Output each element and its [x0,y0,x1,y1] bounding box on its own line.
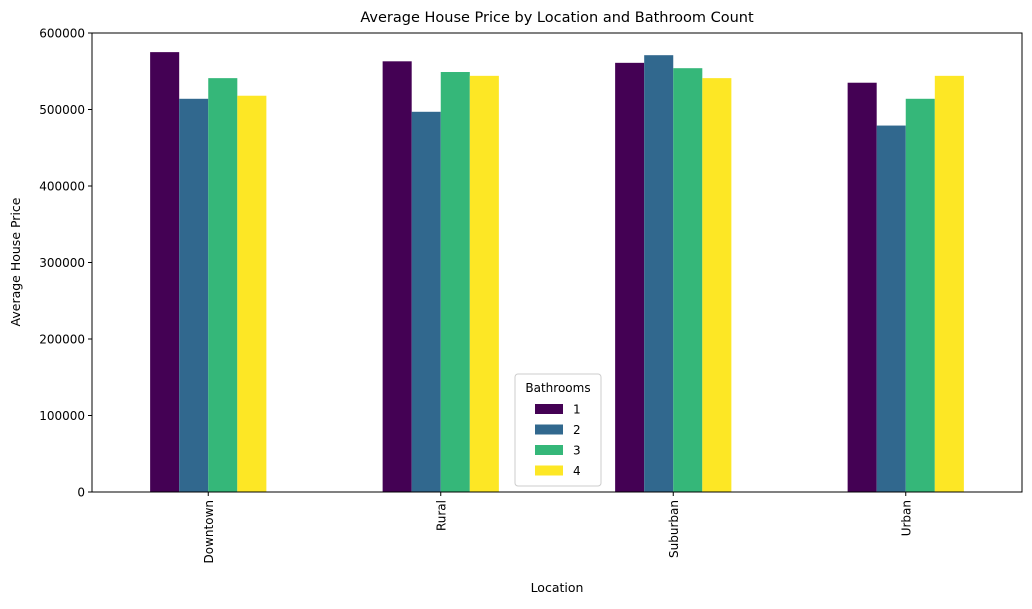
legend-label-2: 2 [573,423,581,437]
y-tick-label: 200000 [39,333,85,347]
x-ticks-group: Downtown Rural Suburban Urban [202,492,913,563]
y-tick-label: 500000 [39,103,85,117]
legend: Bathrooms 1 2 3 4 [514,373,602,487]
bar-downtown-bathrooms-2 [179,98,209,492]
x-tick-label-suburban: Suburban [667,500,681,558]
legend-title: Bathrooms [525,381,590,395]
legend-swatch-2 [535,424,563,435]
legend-swatch-1 [535,404,563,414]
legend-label-4: 4 [573,464,581,478]
bar-urban-bathrooms-2 [876,125,906,492]
bar-suburban-bathrooms-1 [615,62,645,492]
chart-title: Average House Price by Location and Bath… [360,10,754,26]
x-tick-label-downtown: Downtown [202,500,216,563]
bar-rural-bathrooms-3 [440,72,470,492]
bar-urban-bathrooms-1 [847,82,877,492]
bar-suburban-bathrooms-4 [702,78,732,492]
plot-frame [91,32,1023,493]
y-tick-label: 600000 [39,27,85,41]
legend-swatch-3 [535,445,563,455]
x-tick-label-urban: Urban [899,500,913,536]
bar-rural-bathrooms-2 [411,111,441,492]
y-axis-label: Average House Price [8,197,23,326]
bar-downtown-bathrooms-3 [208,78,238,492]
legend-label-1: 1 [573,403,581,417]
bar-suburban-bathrooms-3 [673,68,703,492]
bar-urban-bathrooms-3 [905,98,935,492]
bar-urban-bathrooms-4 [934,75,964,492]
bar-rural-bathrooms-4 [469,75,499,492]
legend-label-3: 3 [573,444,581,458]
y-tick-label: 300000 [39,256,85,270]
y-tick-label: 400000 [39,180,85,194]
bar-downtown-bathrooms-4 [237,95,267,492]
y-ticks-group: 0 100000 200000 300000 400000 500000 600000 [39,27,92,500]
y-tick-label: 0 [77,486,85,500]
x-tick-label-rural: Rural [434,500,448,531]
bars-group [150,52,964,493]
y-tick-label: 100000 [39,409,85,423]
bar-suburban-bathrooms-2 [644,55,674,492]
bar-downtown-bathrooms-1 [150,52,180,493]
x-axis-label: Location [531,580,584,595]
bar-rural-bathrooms-1 [382,61,412,493]
legend-swatch-4 [535,465,563,476]
